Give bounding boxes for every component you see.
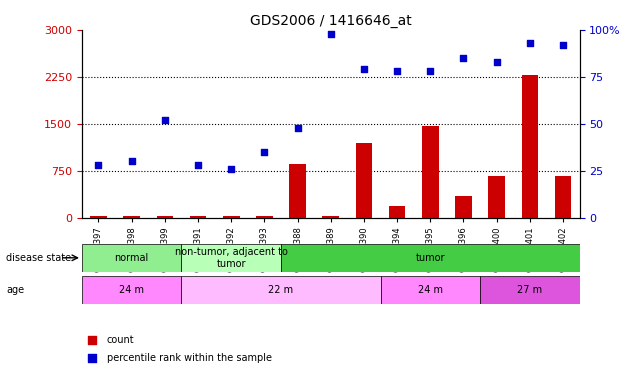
FancyBboxPatch shape <box>381 276 480 304</box>
Point <box>326 31 336 37</box>
FancyBboxPatch shape <box>82 276 181 304</box>
FancyBboxPatch shape <box>281 244 580 272</box>
Text: disease state: disease state <box>6 253 71 263</box>
Text: tumor: tumor <box>416 253 445 263</box>
Bar <box>455 196 472 217</box>
Point <box>226 166 236 172</box>
Bar <box>422 126 438 218</box>
FancyBboxPatch shape <box>181 276 381 304</box>
Text: non-tumor, adjacent to
tumor: non-tumor, adjacent to tumor <box>175 247 288 268</box>
Point <box>416 223 427 229</box>
Bar <box>90 216 107 217</box>
Bar <box>555 176 571 218</box>
Bar <box>389 206 406 218</box>
Point <box>416 59 427 65</box>
Text: 22 m: 22 m <box>268 285 294 295</box>
Text: count: count <box>107 335 134 345</box>
Text: 27 m: 27 m <box>517 285 542 295</box>
Point <box>558 42 568 48</box>
Point <box>425 68 435 74</box>
Bar <box>323 216 339 217</box>
Point <box>160 117 170 123</box>
FancyBboxPatch shape <box>480 276 580 304</box>
Bar <box>190 216 207 217</box>
Bar <box>156 216 173 217</box>
Bar <box>522 75 538 217</box>
Title: GDS2006 / 1416646_at: GDS2006 / 1416646_at <box>250 13 411 28</box>
Point <box>359 66 369 72</box>
Bar <box>355 142 372 218</box>
Point <box>292 124 302 130</box>
Bar <box>488 176 505 218</box>
Bar <box>123 216 140 217</box>
Text: percentile rank within the sample: percentile rank within the sample <box>107 353 272 363</box>
Text: 24 m: 24 m <box>119 285 144 295</box>
Point <box>127 158 137 164</box>
Point <box>491 59 501 65</box>
Bar <box>256 216 273 217</box>
Text: 24 m: 24 m <box>418 285 443 295</box>
Point <box>93 162 103 168</box>
Point <box>525 40 535 46</box>
FancyBboxPatch shape <box>82 244 181 272</box>
Point <box>392 68 402 74</box>
Point <box>459 55 469 61</box>
Point <box>260 149 270 155</box>
Point <box>193 162 203 168</box>
FancyBboxPatch shape <box>181 244 281 272</box>
Bar <box>289 164 306 218</box>
Text: age: age <box>6 285 25 295</box>
Bar <box>223 216 239 217</box>
Text: normal: normal <box>115 253 149 263</box>
